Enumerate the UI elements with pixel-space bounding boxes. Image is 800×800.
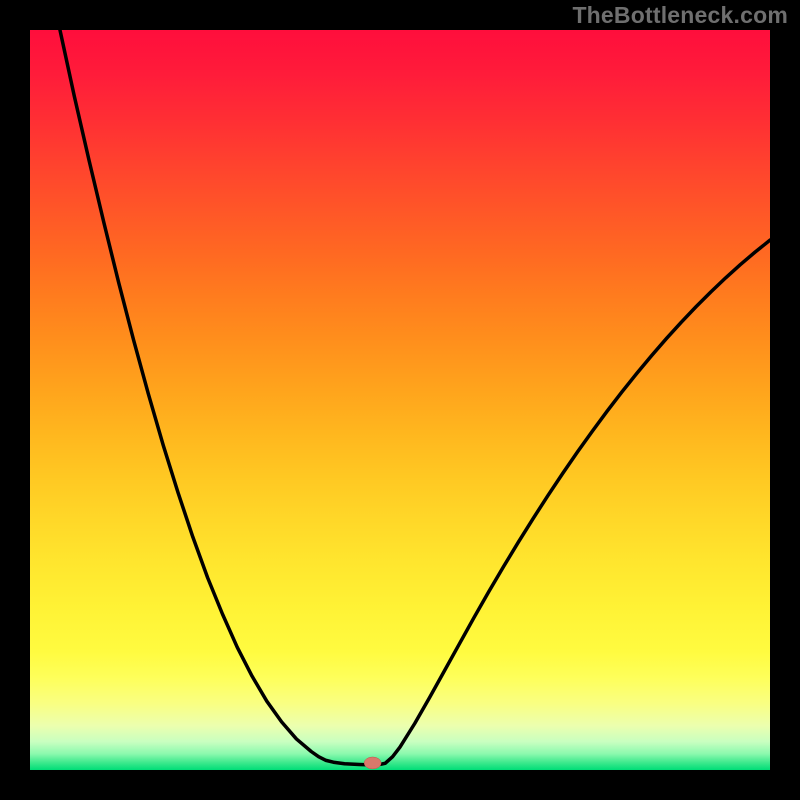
optimum-marker (364, 757, 381, 769)
chart-container: TheBottleneck.com (0, 0, 800, 800)
plot-background (30, 30, 770, 770)
bottleneck-chart (0, 0, 800, 800)
